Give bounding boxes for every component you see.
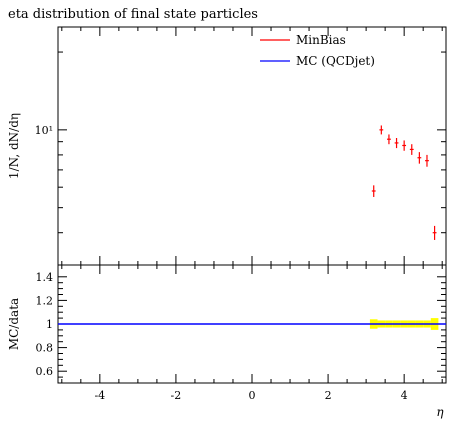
ratio-y-tick-label: 0.6	[36, 365, 54, 378]
x-axis-label: η	[436, 405, 444, 419]
x-tick-label: 0	[249, 389, 256, 402]
main-y-tick-label: 10¹	[35, 124, 53, 137]
minbias-data-points	[371, 125, 437, 240]
ratio-y-tick-label: 1.4	[36, 271, 54, 284]
ratio-y-tick-label: 0.8	[36, 342, 54, 355]
legend-label-minbias: MinBias	[296, 33, 346, 47]
x-tick-label: -2	[171, 389, 182, 402]
ratio-y-tick-label: 1	[46, 318, 53, 331]
x-tick-label: -4	[94, 389, 105, 402]
ratio-axis-ticks: -4 -2 0 2 4 0.6 0.8 1 1.2 1.4	[36, 265, 446, 402]
x-tick-label: 4	[401, 389, 408, 402]
ratio-y-tick-label: 1.2	[36, 294, 54, 307]
legend: MinBias MC (QCDjet)	[260, 33, 375, 68]
x-tick-label: 2	[325, 389, 332, 402]
main-plot-frame	[57, 26, 447, 266]
legend-label-mc-qcdjet: MC (QCDjet)	[296, 54, 375, 68]
main-y-axis-label: 1/N, dN/dη	[7, 113, 21, 179]
main-axis-ticks: 10¹	[35, 27, 446, 265]
ratio-y-axis-label: MC/data	[7, 298, 21, 350]
chart-title: eta distribution of final state particle…	[8, 7, 258, 22]
